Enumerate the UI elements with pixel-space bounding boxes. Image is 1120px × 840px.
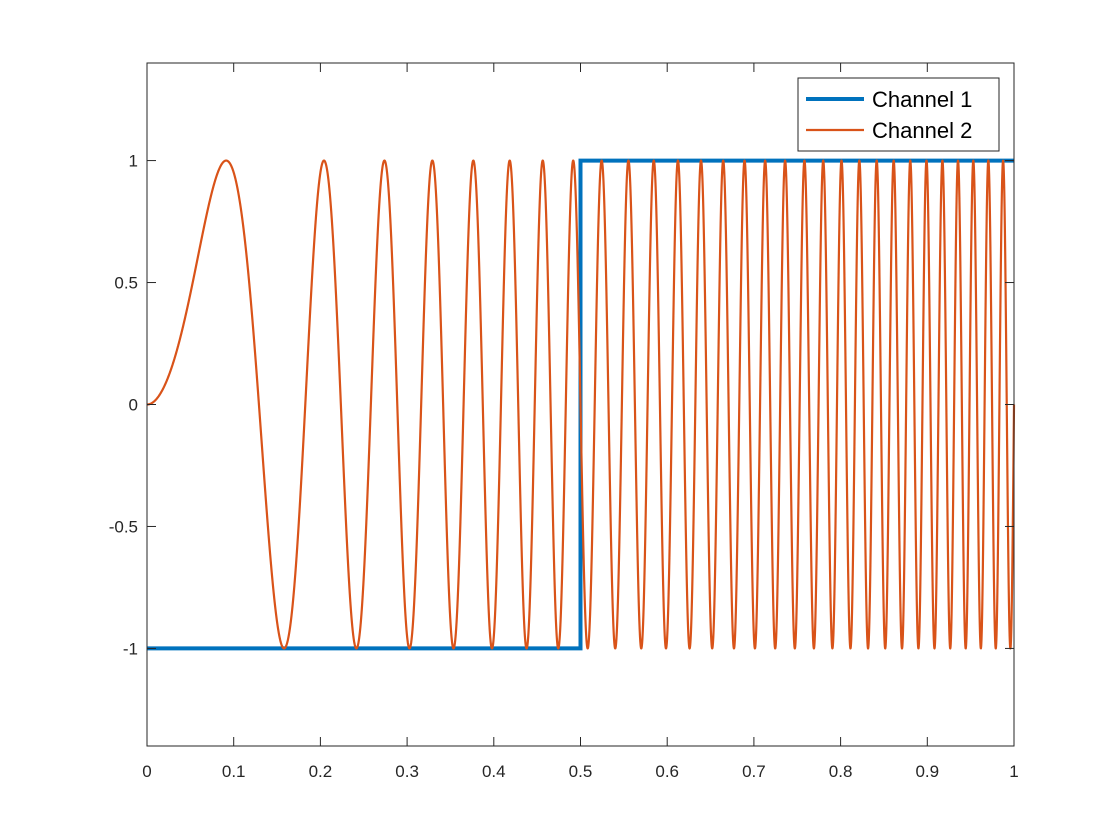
x-tick-label: 0.2 [309,762,333,781]
x-axis-ticks: 0 0.1 0.2 0.3 0.4 0.5 0.6 0.7 0.8 0.9 1 [142,63,1019,781]
x-tick-label: 1 [1009,762,1018,781]
legend-item-1: Channel 1 [806,87,972,112]
x-tick-label: 0.6 [655,762,679,781]
y-tick-label: 0 [129,396,138,415]
y-tick-label: 0.5 [114,274,138,293]
y-axis-ticks: 1 0.5 0 -0.5 -1 [109,152,1014,658]
legend: Channel 1 Channel 2 [797,77,1000,152]
y-tick-label: -1 [123,639,138,658]
x-tick-label: 0.4 [482,762,506,781]
x-tick-label: 0 [142,762,151,781]
legend-label: Channel 1 [872,87,972,112]
x-tick-label: 0.8 [829,762,853,781]
x-tick-label: 0.1 [222,762,246,781]
series-layer [146,158,1016,651]
x-tick-label: 0.3 [395,762,419,781]
legend-item-2: Channel 2 [806,118,972,143]
y-tick-label: 1 [129,152,138,171]
x-tick-label: 0.5 [569,762,593,781]
y-tick-label: -0.5 [109,517,138,536]
legend-label: Channel 2 [872,118,972,143]
x-tick-label: 0.7 [742,762,766,781]
legend-box [797,77,1000,152]
series-channel-2-line [146,159,1016,650]
x-tick-label: 0.9 [915,762,939,781]
